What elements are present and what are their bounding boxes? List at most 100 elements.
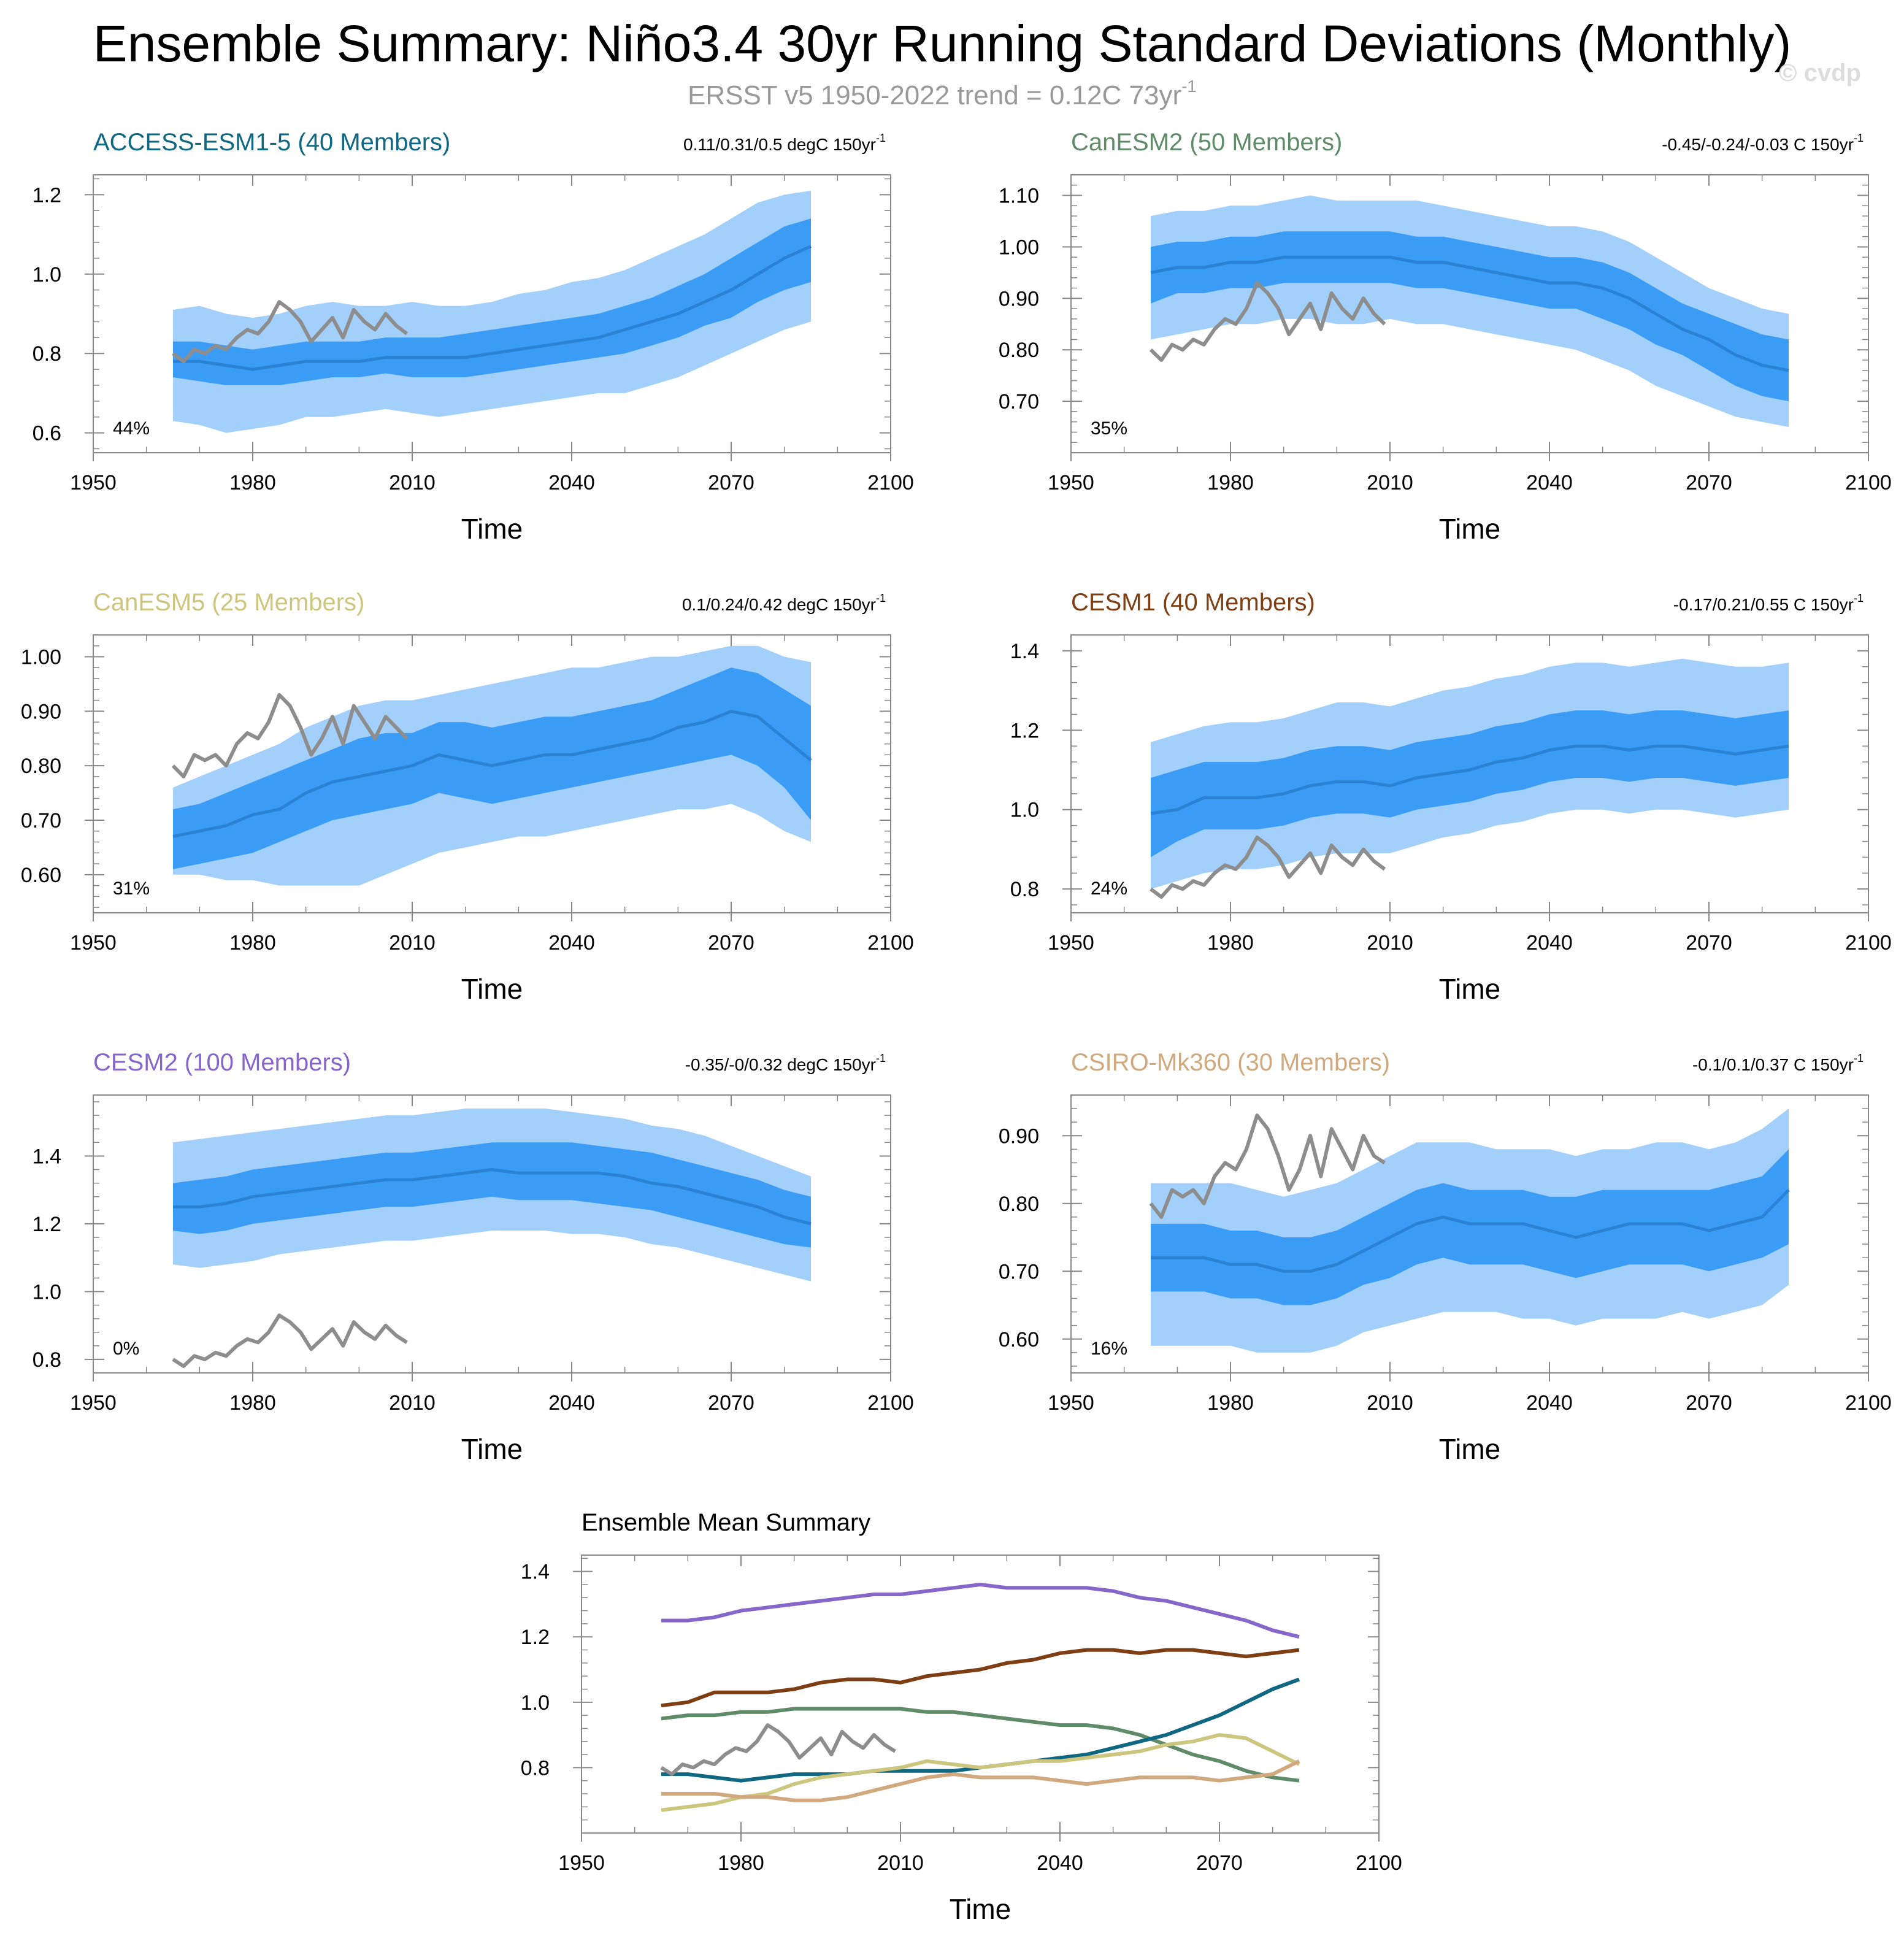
- panel-5-plot-area: [1149, 1109, 1790, 1353]
- y-tick-label: 1.10: [999, 185, 1039, 208]
- series-line-0: [661, 1583, 1300, 1639]
- panel-4: 0.8 1.0 1.2 1.4 1950 1980 2010 2040 2070 2100 Time…: [33, 1049, 914, 1465]
- x-tick-label: 2040: [548, 931, 595, 955]
- spread-band-inner: [1151, 1149, 1789, 1305]
- trend-text: 0.11/0.31/0.5 degC 150yr: [683, 135, 876, 154]
- model-name: CanESM5 (25 Members): [93, 589, 364, 616]
- x-tick-label: 2010: [1367, 1391, 1413, 1415]
- y-tick-label: 1.2: [33, 1213, 61, 1236]
- panel-2-plot-area: [171, 645, 812, 886]
- trend-text: -0.45/-0.24/-0.03 C 150yr: [1662, 135, 1854, 154]
- x-axis-label: Time: [461, 1433, 523, 1465]
- ensemble-mean-line: [1150, 744, 1789, 815]
- x-tick-label: 2040: [548, 1391, 595, 1415]
- x-tick-label: 2070: [1686, 1391, 1732, 1415]
- x-tick-label: 2070: [708, 1391, 754, 1415]
- ensemble-mean-line: [1150, 255, 1789, 372]
- trend-label: -0.35/-0/0.32 degC 150yr-1: [685, 1052, 886, 1074]
- y-tick-label: 1.2: [1010, 719, 1039, 742]
- panel-0-plot-area: [172, 190, 812, 433]
- ensemble-mean-line: [173, 1168, 812, 1226]
- x-tick-label: 2070: [708, 931, 754, 955]
- panels-container: 0.6 0.8 1.0 1.2 1950 1980 2010 2040 2070 2100 Time…: [21, 129, 1892, 1925]
- x-tick-label: 2100: [1845, 1391, 1892, 1415]
- y-tick-label: 0.60: [999, 1328, 1039, 1351]
- x-tick-label: 2010: [389, 931, 436, 955]
- x-tick-label: 1980: [718, 1851, 764, 1875]
- y-tick-label: 1.0: [33, 1280, 61, 1304]
- panel-3: 0.8 1.0 1.2 1.4 1950 1980 2010 2040 2070 2100 Time…: [1010, 589, 1892, 1005]
- series-line-3: [661, 1677, 1300, 1783]
- trend-label: -0.1/0.1/0.37 C 150yr-1: [1692, 1052, 1864, 1074]
- y-tick-label: 1.4: [1010, 640, 1039, 663]
- trend-text: -0.1/0.1/0.37 C 150yr: [1692, 1055, 1854, 1074]
- observed-line: [660, 1723, 896, 1777]
- y-tick-label: 0.70: [999, 1260, 1039, 1283]
- x-tick-label: 2040: [1526, 931, 1573, 955]
- x-axis-label: Time: [1439, 513, 1501, 545]
- series-line-5: [661, 1759, 1300, 1802]
- plot-frame: [1070, 174, 1869, 453]
- x-tick-label: 2100: [867, 1391, 914, 1415]
- x-tick-label: 2070: [708, 471, 754, 494]
- ensemble-mean-line: [172, 709, 812, 839]
- x-axis-label: Time: [461, 973, 523, 1005]
- panel-6: 0.8 1.0 1.2 1.4 1950 1980 2010 2040 2070 2100 Time…: [521, 1509, 1402, 1925]
- x-axis-label: Time: [1439, 1433, 1501, 1465]
- x-tick-label: 1950: [70, 471, 117, 494]
- panel-2: 0.60 0.70 0.80 0.90 1.00 1950 1980 2010 2040 2070…: [21, 589, 914, 1005]
- y-tick-label: 1.0: [33, 263, 61, 286]
- y-tick-label: 0.8: [33, 1348, 61, 1372]
- trend-label: 0.11/0.31/0.5 degC 150yr-1: [683, 132, 886, 154]
- x-tick-label: 1980: [229, 1391, 276, 1415]
- y-tick-label: 0.80: [21, 755, 61, 778]
- y-tick-label: 1.2: [521, 1626, 550, 1649]
- x-tick-label: 2010: [389, 471, 436, 494]
- trend-label: -0.17/0.21/0.55 C 150yr-1: [1673, 592, 1864, 614]
- percent-label: 16%: [1091, 1339, 1127, 1359]
- y-tick-label: 1.2: [33, 183, 61, 207]
- x-tick-label: 2100: [1845, 471, 1892, 494]
- x-tick-label: 1950: [1048, 1391, 1094, 1415]
- trend-sup: -1: [876, 592, 886, 604]
- panel-0: 0.6 0.8 1.0 1.2 1950 1980 2010 2040 2070 2100 Time…: [33, 129, 914, 545]
- spread-band-inner: [1151, 710, 1789, 858]
- trend-text: -0.17/0.21/0.55 C 150yr: [1673, 595, 1854, 614]
- x-tick-label: 1950: [1048, 471, 1094, 494]
- observed-line: [1150, 836, 1386, 899]
- trend-label: -0.45/-0.24/-0.03 C 150yr-1: [1662, 132, 1864, 154]
- percent-label: 35%: [1091, 418, 1127, 439]
- y-tick-label: 0.6: [33, 422, 61, 445]
- x-tick-label: 2040: [548, 471, 595, 494]
- x-tick-label: 2070: [1196, 1851, 1243, 1875]
- model-name: ACCESS-ESM1-5 (40 Members): [93, 129, 450, 156]
- figure-subtitle-sup: -1: [1181, 77, 1197, 96]
- plot-frame: [93, 634, 891, 913]
- x-tick-label: 2070: [1686, 931, 1732, 955]
- observed-line: [171, 693, 409, 778]
- panel-1: 0.70 0.80 0.90 1.00 1.10 1950 1980 2010 2040 2070…: [999, 129, 1892, 545]
- x-tick-label: 1950: [558, 1851, 605, 1875]
- plot-frame: [1070, 1094, 1869, 1374]
- percent-label: 44%: [113, 418, 150, 439]
- trend-sup: -1: [1854, 592, 1864, 604]
- trend-sup: -1: [876, 1052, 886, 1064]
- trend-label: 0.1/0.24/0.42 degC 150yr-1: [682, 592, 886, 614]
- x-tick-label: 1980: [229, 931, 276, 955]
- figure-subtitle-text: ERSST v5 1950-2022 trend = 0.12C 73yr: [688, 80, 1181, 110]
- plot-frame: [1070, 634, 1869, 913]
- trend-sup: -1: [1854, 132, 1864, 144]
- plot-frame: [93, 174, 891, 453]
- spread-band-inner: [1151, 231, 1789, 402]
- x-tick-label: 2010: [1367, 471, 1413, 494]
- plot-frame: [93, 1094, 891, 1374]
- observed-line: [172, 1313, 408, 1368]
- ensemble-mean-line: [173, 245, 812, 371]
- panel-1-plot-area: [1149, 195, 1789, 428]
- watermark: © cvdp: [1779, 60, 1861, 86]
- figure-subtitle: ERSST v5 1950-2022 trend = 0.12C 73yr-1: [688, 77, 1197, 110]
- x-tick-label: 2070: [1686, 471, 1732, 494]
- x-tick-label: 1950: [1048, 931, 1094, 955]
- series-line-2: [661, 1707, 1300, 1783]
- x-tick-label: 1980: [1207, 471, 1254, 494]
